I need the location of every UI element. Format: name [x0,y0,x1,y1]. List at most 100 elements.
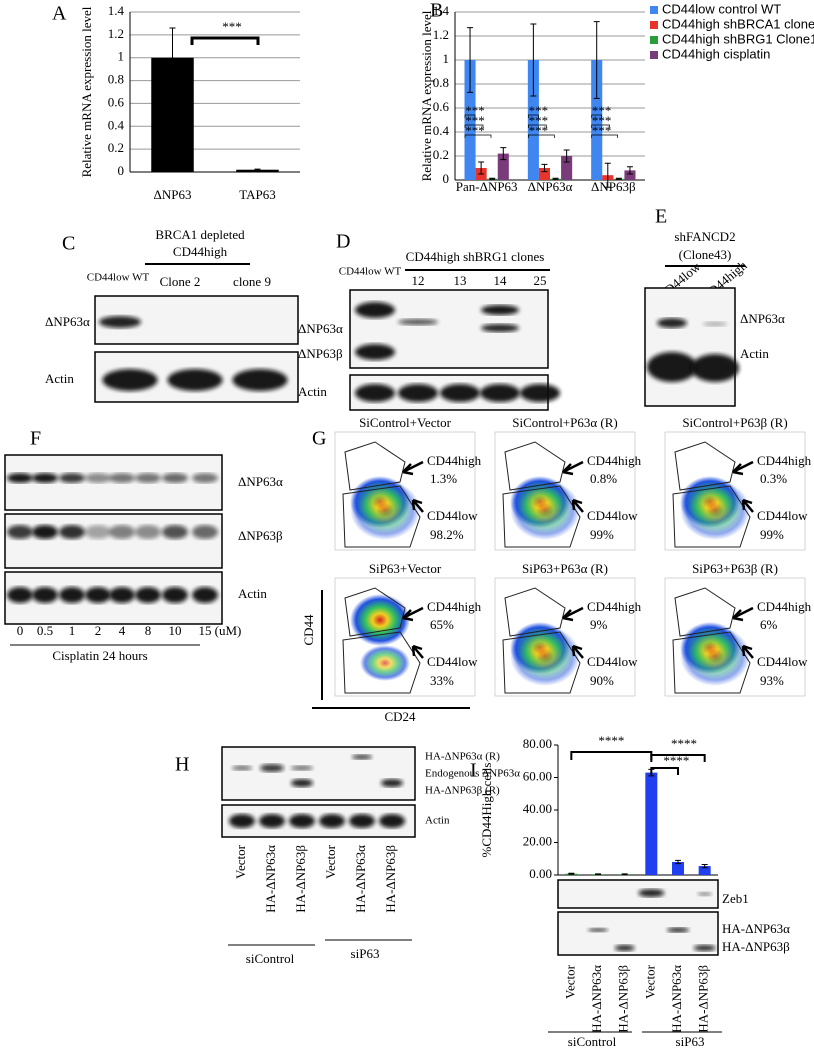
annotation: *** [592,123,612,138]
bar [672,862,684,875]
band [588,928,608,932]
lane-label: Vector [323,844,338,879]
bracket [591,134,619,138]
band-label: ΔNP63α [238,474,283,489]
panel-label: H [175,754,189,776]
gate [674,441,736,491]
y-tick-label: 0.4 [108,117,125,132]
annotation: *** [529,113,549,128]
header: CD44high shBRG1 clones [406,249,545,264]
y-tick-label: 1.4 [433,3,450,18]
bar [464,60,476,180]
band [352,754,372,760]
y-tick-label: 0.2 [108,140,124,155]
gate-label: CD44low [587,508,638,523]
gate [344,441,406,491]
gate-value: 33% [430,673,454,688]
legend-label: CD44high cisplatin [662,46,770,61]
band [398,319,438,325]
panel-label: I [470,760,477,782]
error-bar [604,162,611,188]
dose-label: 10 [169,623,182,638]
gate-label: CD44high [587,453,642,468]
bracket [527,134,555,138]
band-label: Actin [298,384,327,399]
gate-value: 1.3% [430,471,457,486]
arrow [732,606,754,622]
band [693,945,716,951]
lane-label: 13 [454,273,467,288]
band [379,814,405,828]
bracket [570,751,653,760]
error-bar [626,166,633,175]
dose-label: (uM) [215,623,242,638]
error-bar [595,873,601,876]
x-tick-label: ΔNP63β [591,179,636,194]
gate-label: CD44high [587,599,642,614]
error-bar [254,168,261,171]
lane-label: HA-ΔNP63α [353,845,368,913]
arrow [402,460,424,476]
blot [557,879,719,909]
band [192,473,218,483]
dose-label: 15 [199,623,212,638]
error-bar [478,161,485,175]
band [7,473,33,483]
band [99,316,141,328]
error-bar [675,859,681,865]
error-bar [500,147,507,161]
band [32,473,58,483]
legend-label: CD44high shBRG1 Clone12 [662,31,814,46]
gate-label: CD44low [587,654,638,669]
lane-label: 25 [534,273,547,288]
band-label: ΔNP63β [238,528,283,543]
band-label: HA-ΔNP63β (R) [425,785,500,797]
header: (Clone43) [679,247,732,262]
lane-label: Clone 2 [160,274,201,289]
y-tick-label: 0.00 [529,866,552,881]
x-tick-label: ΔNP63α [528,179,573,194]
band [32,587,58,603]
annotation: **** [671,736,697,751]
band [32,525,58,539]
annotation: *** [592,103,612,118]
annotation: *** [592,113,612,128]
band [162,587,188,603]
bar [645,772,658,875]
plot-frame [664,577,806,697]
bar [624,170,636,180]
error-bar [489,177,496,180]
blot [4,454,223,511]
arrow [562,606,584,622]
arrow [741,498,754,513]
gate [672,485,751,548]
x-tick-label: ΔNP63 [154,187,192,202]
bar [591,60,603,180]
band [355,384,395,402]
error-bar [169,27,176,88]
band [167,369,223,391]
bar [497,153,509,180]
band [289,814,315,828]
band [638,889,665,897]
gate-label: CD44low [427,654,478,669]
gate [504,587,566,637]
gate-value: 93% [760,673,784,688]
dose-label: 4 [119,623,126,638]
plot-title: SiP63+Vector [369,561,442,576]
band [614,945,635,951]
y-tick-label: 1 [118,49,125,64]
panel-label: G [312,428,326,450]
gate-value: 9% [590,617,608,632]
caption: Cisplatin 24 hours [52,648,147,663]
bar [527,60,539,180]
gate [342,631,421,694]
gate-value: 6% [760,617,778,632]
band [319,814,345,828]
annotation: *** [529,123,549,138]
band [85,525,111,539]
header: shFANCD2 [674,229,735,244]
band [162,473,188,483]
plot-title: SiP63+P63β (R) [692,561,778,576]
